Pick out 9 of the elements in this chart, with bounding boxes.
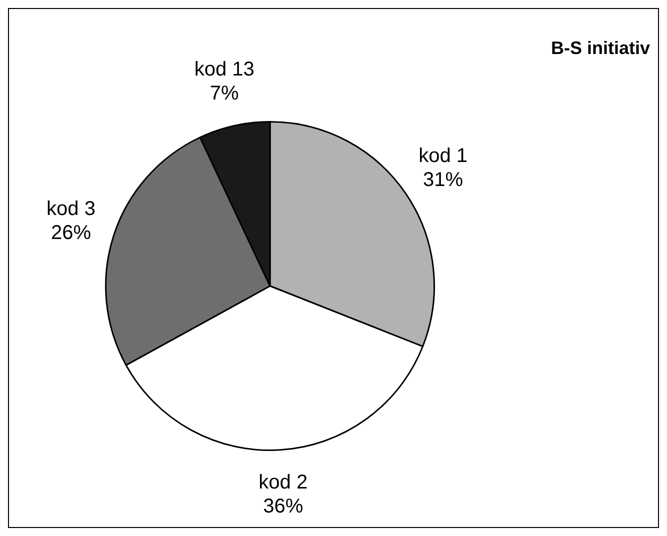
text: B-S initiativ [550,38,650,58]
data-label: 36% [263,495,304,518]
slice-label: kod 3 [46,198,96,220]
data-label: 31% [423,168,464,191]
slice-label: kod 2 [258,471,308,494]
data-label: 7% [210,82,240,104]
data-label: 26% [50,222,92,244]
slice-label: kod 13 [194,58,254,80]
slice-label: kod 1 [418,144,468,167]
